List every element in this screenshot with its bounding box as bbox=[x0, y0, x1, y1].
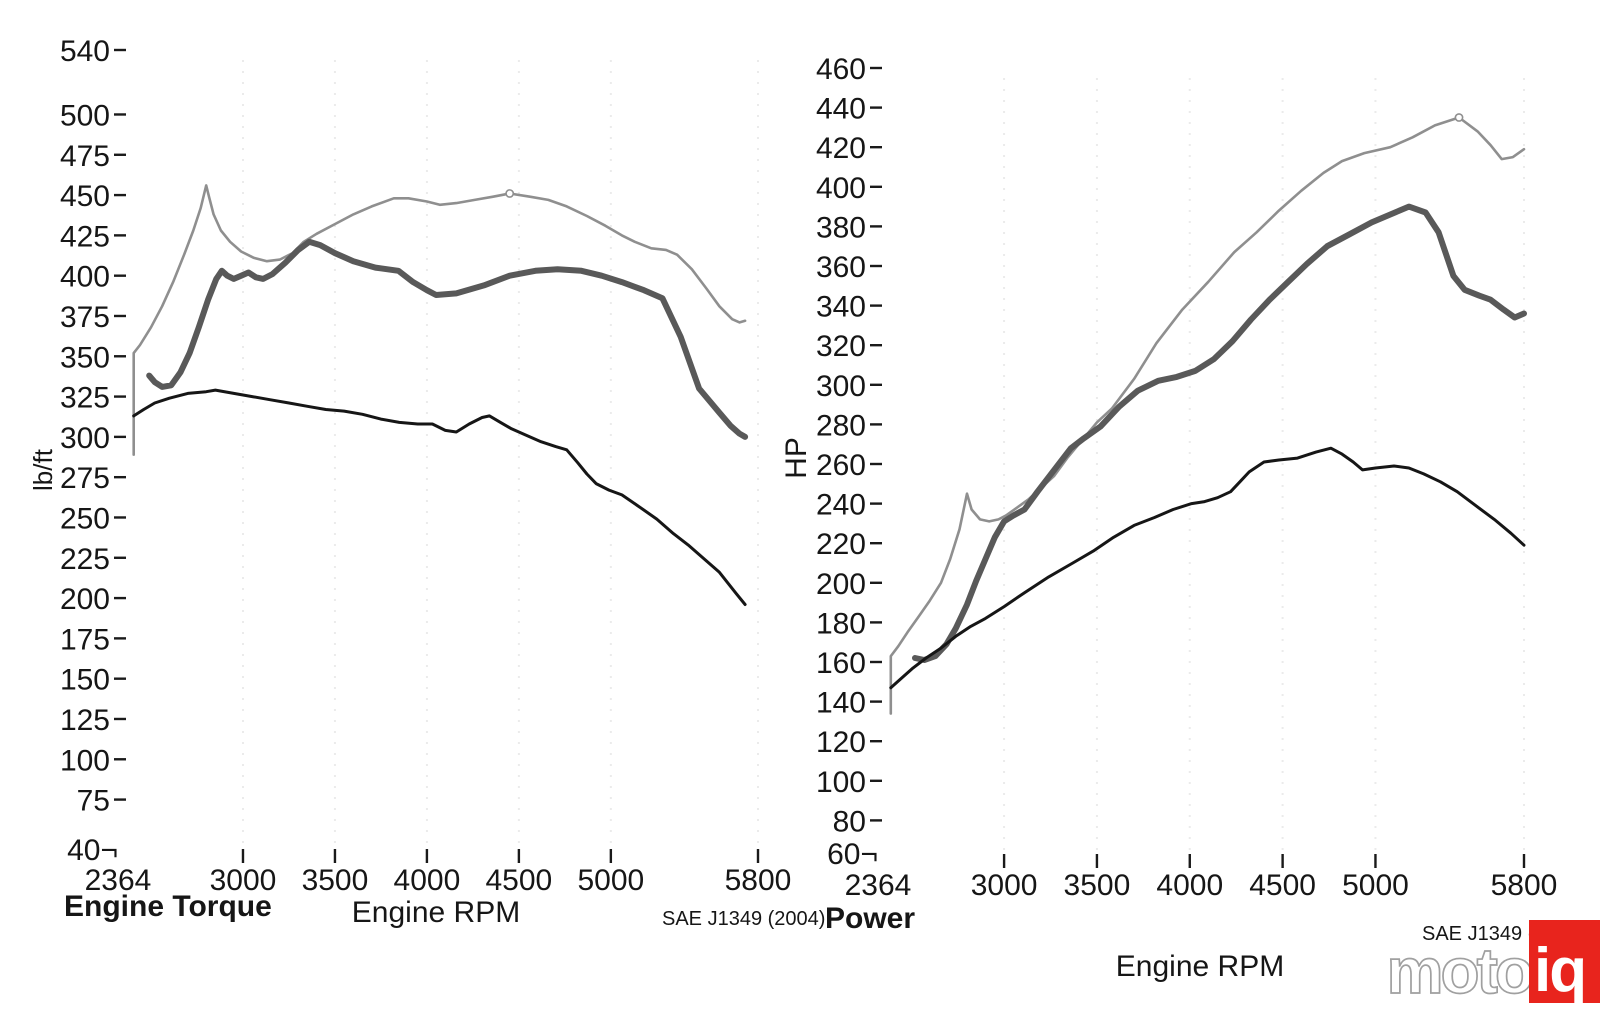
x-tick-label: 4000 bbox=[1156, 869, 1223, 902]
power-sae-footnote: SAE J1349 (20 bbox=[1422, 923, 1557, 945]
y-tick-label: 475 bbox=[60, 140, 110, 173]
y-tick-label: 220 bbox=[816, 528, 866, 561]
x-tick-label: 3000 bbox=[971, 869, 1038, 902]
y-min-label: 40¬ bbox=[67, 834, 118, 867]
x-tick-label: 3000 bbox=[210, 864, 277, 897]
torque-peak-marker bbox=[505, 189, 515, 198]
y-tick-label: 240 bbox=[816, 489, 866, 522]
y-tick-label: 300 bbox=[60, 422, 110, 455]
torque-x-axis-title: Engine RPM bbox=[352, 896, 520, 929]
y-tick-label: 140 bbox=[816, 687, 866, 720]
y-tick-label: 460 bbox=[816, 53, 866, 86]
y-tick-label: 450 bbox=[60, 180, 110, 213]
y-tick-label: 380 bbox=[816, 211, 866, 244]
y-tick-label: 275 bbox=[60, 462, 110, 495]
y-tick-label: 200 bbox=[816, 568, 866, 601]
power-run-black-thin bbox=[889, 446, 1526, 690]
y-tick-label: 75 bbox=[77, 785, 110, 818]
y-tick-label: 375 bbox=[60, 301, 110, 334]
power-chart: 460 440 420 400 380 360 340 320 300 280 260 240 220 2… bbox=[780, 53, 1557, 983]
y-tick-label: 250 bbox=[60, 502, 110, 535]
y-tick-label: 120 bbox=[816, 726, 866, 759]
power-chart-title: Power bbox=[825, 902, 915, 935]
motoiq-logo-moto-text: moto bbox=[1387, 935, 1532, 1007]
x-tick-label: 3500 bbox=[1064, 869, 1131, 902]
torque-chart-dynamic: 540 500 475 450 425 400 375 350 325 300 275 250 225 2… bbox=[60, 35, 791, 897]
torque-chart: 540 500 475 450 425 400 375 350 325 300 275 250 225 2… bbox=[28, 35, 825, 930]
torque-run-dark-gray-thick bbox=[146, 238, 749, 440]
y-tick-label: 400 bbox=[816, 172, 866, 205]
y-tick-label: 125 bbox=[60, 704, 110, 737]
x-tick-label: 2364 bbox=[845, 869, 912, 902]
y-min-label: 60¬ bbox=[827, 838, 878, 871]
y-tick-label: 160 bbox=[816, 647, 866, 680]
y-tick-label: 540 bbox=[60, 35, 110, 68]
y-tick-label: 180 bbox=[816, 607, 866, 640]
y-tick-label: 400 bbox=[60, 261, 110, 294]
power-run-light-gray-thin bbox=[889, 116, 1526, 715]
x-tick-label: 5800 bbox=[725, 864, 792, 897]
x-tick-label: 4000 bbox=[394, 864, 461, 897]
torque-run-black-thin bbox=[132, 388, 747, 606]
y-tick-label: 500 bbox=[60, 99, 110, 132]
power-peak-marker bbox=[1454, 113, 1464, 122]
y-tick-label: 360 bbox=[816, 251, 866, 284]
y-tick-label: 440 bbox=[816, 93, 866, 126]
y-tick-label: 325 bbox=[60, 382, 110, 415]
power-y-axis-title: HP bbox=[780, 437, 813, 479]
y-tick-label: 320 bbox=[816, 330, 866, 363]
y-tick-label: 100 bbox=[816, 766, 866, 799]
power-chart-dynamic: 460 440 420 400 380 360 340 320 300 280 260 240 220 2… bbox=[816, 53, 1557, 902]
x-tick-label: 4500 bbox=[1249, 869, 1316, 902]
power-x-axis-title: Engine RPM bbox=[1116, 950, 1284, 983]
torque-y-axis-title: lb/ft bbox=[28, 448, 58, 491]
x-tick-label: 5000 bbox=[1342, 869, 1409, 902]
motoiq-logo-iq-text: iq bbox=[1534, 936, 1585, 1005]
torque-chart-title: Engine Torque bbox=[64, 890, 272, 923]
y-tick-label: 150 bbox=[60, 664, 110, 697]
x-tick-label: 2364 bbox=[85, 864, 152, 897]
motoiq-logo-red-box bbox=[1529, 920, 1600, 1003]
torque-sae-footnote: SAE J1349 (2004) bbox=[662, 908, 825, 930]
y-tick-label: 340 bbox=[816, 291, 866, 324]
y-tick-label: 200 bbox=[60, 583, 110, 616]
y-tick-label: 280 bbox=[816, 409, 866, 442]
y-tick-label: 80 bbox=[833, 805, 866, 838]
x-tick-label: 5000 bbox=[577, 864, 644, 897]
x-tick-label: 4500 bbox=[486, 864, 553, 897]
torque-run-light-gray-thin bbox=[132, 184, 747, 456]
y-tick-label: 300 bbox=[816, 370, 866, 403]
y-tick-label: 225 bbox=[60, 543, 110, 576]
y-tick-label: 425 bbox=[60, 220, 110, 253]
y-tick-label: 260 bbox=[816, 449, 866, 482]
motoiq-logo: moto iq bbox=[1386, 920, 1600, 1008]
x-tick-label: 3500 bbox=[302, 864, 369, 897]
y-tick-label: 350 bbox=[60, 341, 110, 374]
y-tick-label: 175 bbox=[60, 623, 110, 656]
y-tick-label: 420 bbox=[816, 132, 866, 165]
x-tick-label: 5800 bbox=[1491, 869, 1558, 902]
y-tick-label: 100 bbox=[60, 744, 110, 777]
power-run-dark-gray-thick bbox=[912, 203, 1527, 663]
